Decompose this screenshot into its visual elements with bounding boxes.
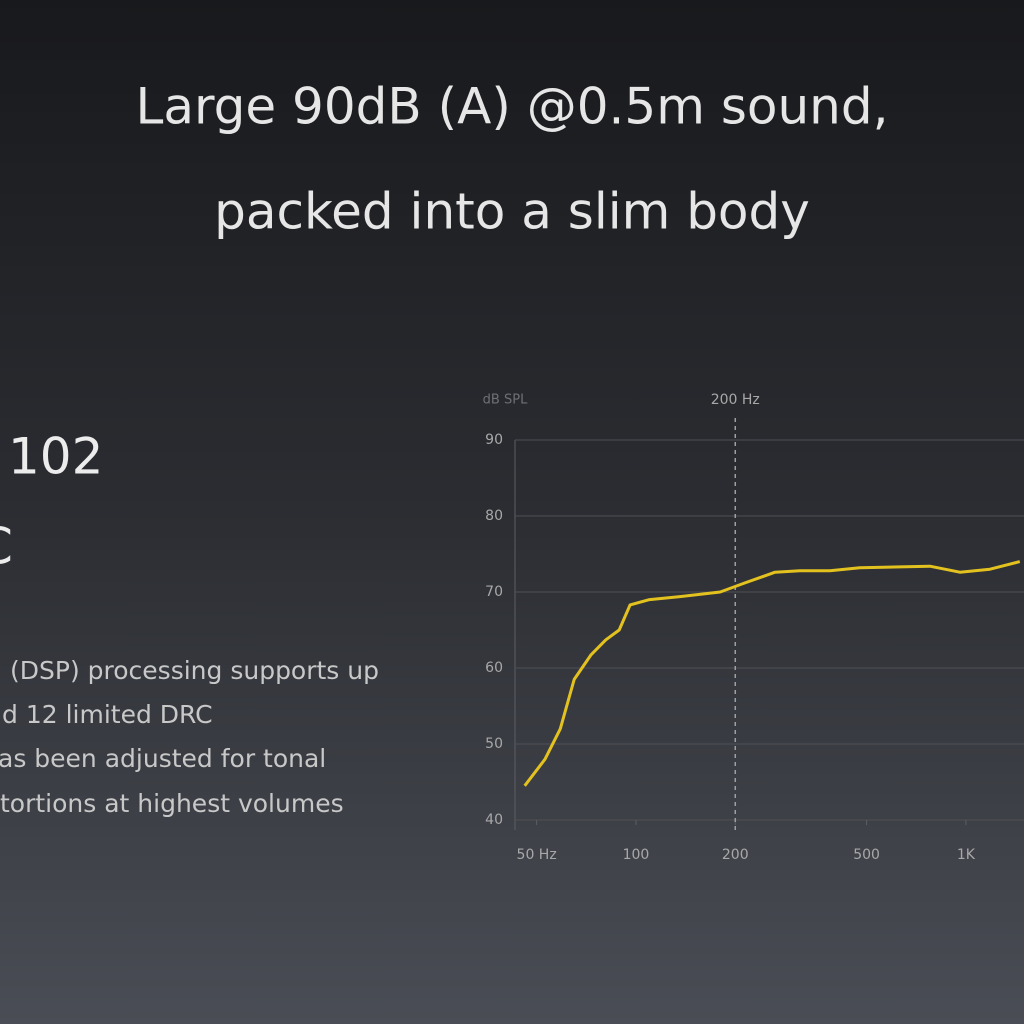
x-tick-label: 50 Hz	[517, 847, 557, 863]
annotation-label: 200 Hz	[711, 392, 760, 408]
subline: C	[0, 518, 13, 576]
body-line: (DSP) processing supports up	[10, 656, 379, 685]
x-tick-label: 500	[853, 847, 880, 863]
plot	[523, 560, 1021, 787]
y-tick-label: 40	[485, 812, 503, 828]
title-line: packed into a slim body	[214, 183, 810, 241]
title-line: Large 90dB (A) @0.5m sound,	[135, 78, 888, 136]
y-axis-label: dB SPL	[483, 393, 528, 408]
x-tick-label: 100	[623, 847, 650, 863]
y-tick-label: 50	[485, 736, 503, 752]
x-tick-label: 1K	[957, 847, 976, 863]
body-line: d 12 limited DRC	[2, 700, 213, 729]
body-line: tortions at highest volumes	[0, 789, 344, 818]
body-line: as been adjusted for tonal	[0, 744, 326, 773]
x-tick-label: 200	[722, 847, 749, 863]
y-tick-label: 80	[485, 508, 503, 524]
series-line	[523, 560, 1021, 787]
headline: 102	[8, 428, 103, 486]
y-tick-label: 70	[485, 584, 503, 600]
y-tick-label: 90	[485, 432, 503, 448]
y-tick-label: 60	[485, 660, 503, 676]
